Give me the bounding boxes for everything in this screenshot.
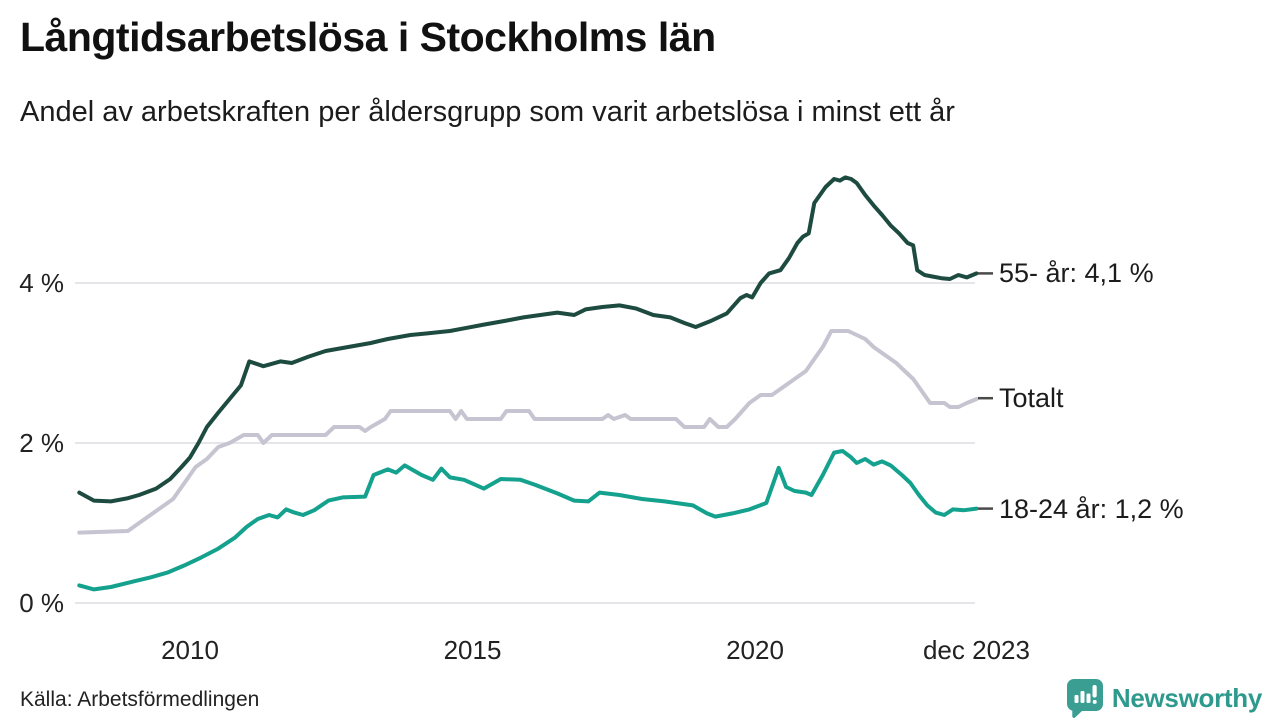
x-axis-tick-2020: 2020 xyxy=(726,635,784,665)
x-axis-tick-2015: 2015 xyxy=(443,635,502,665)
page-subtitle: Andel av arbetskraften per åldersgrupp s… xyxy=(20,96,955,128)
series-label-totalt: Totalt xyxy=(999,383,1064,414)
series-label-18-24-ar: 18-24 år: 1,2 % xyxy=(999,493,1184,524)
y-axis-tick-4: 4 % xyxy=(19,268,64,298)
newsworthy-barchart-bubble-icon xyxy=(1066,679,1103,718)
x-axis-tick-2010: 2010 xyxy=(161,635,219,665)
brand-wordmark: Newsworthy xyxy=(1111,682,1262,713)
y-axis-tick-0: 0 % xyxy=(19,588,64,618)
page-title: Långtidsarbetslösa i Stockholms län xyxy=(20,14,716,60)
source-credit: Källa: Arbetsförmedlingen xyxy=(20,688,260,711)
series-line-2 xyxy=(77,449,979,592)
brand-logo: Newsworthy xyxy=(1066,678,1262,718)
x-axis-tick-dec-2023: dec 2023 xyxy=(922,635,1030,665)
y-axis-tick-2: 2 % xyxy=(19,428,64,458)
series-line-0 xyxy=(77,175,979,504)
series-line-1 xyxy=(77,329,979,535)
series-label-55-ar: 55- år: 4,1 % xyxy=(999,258,1154,289)
